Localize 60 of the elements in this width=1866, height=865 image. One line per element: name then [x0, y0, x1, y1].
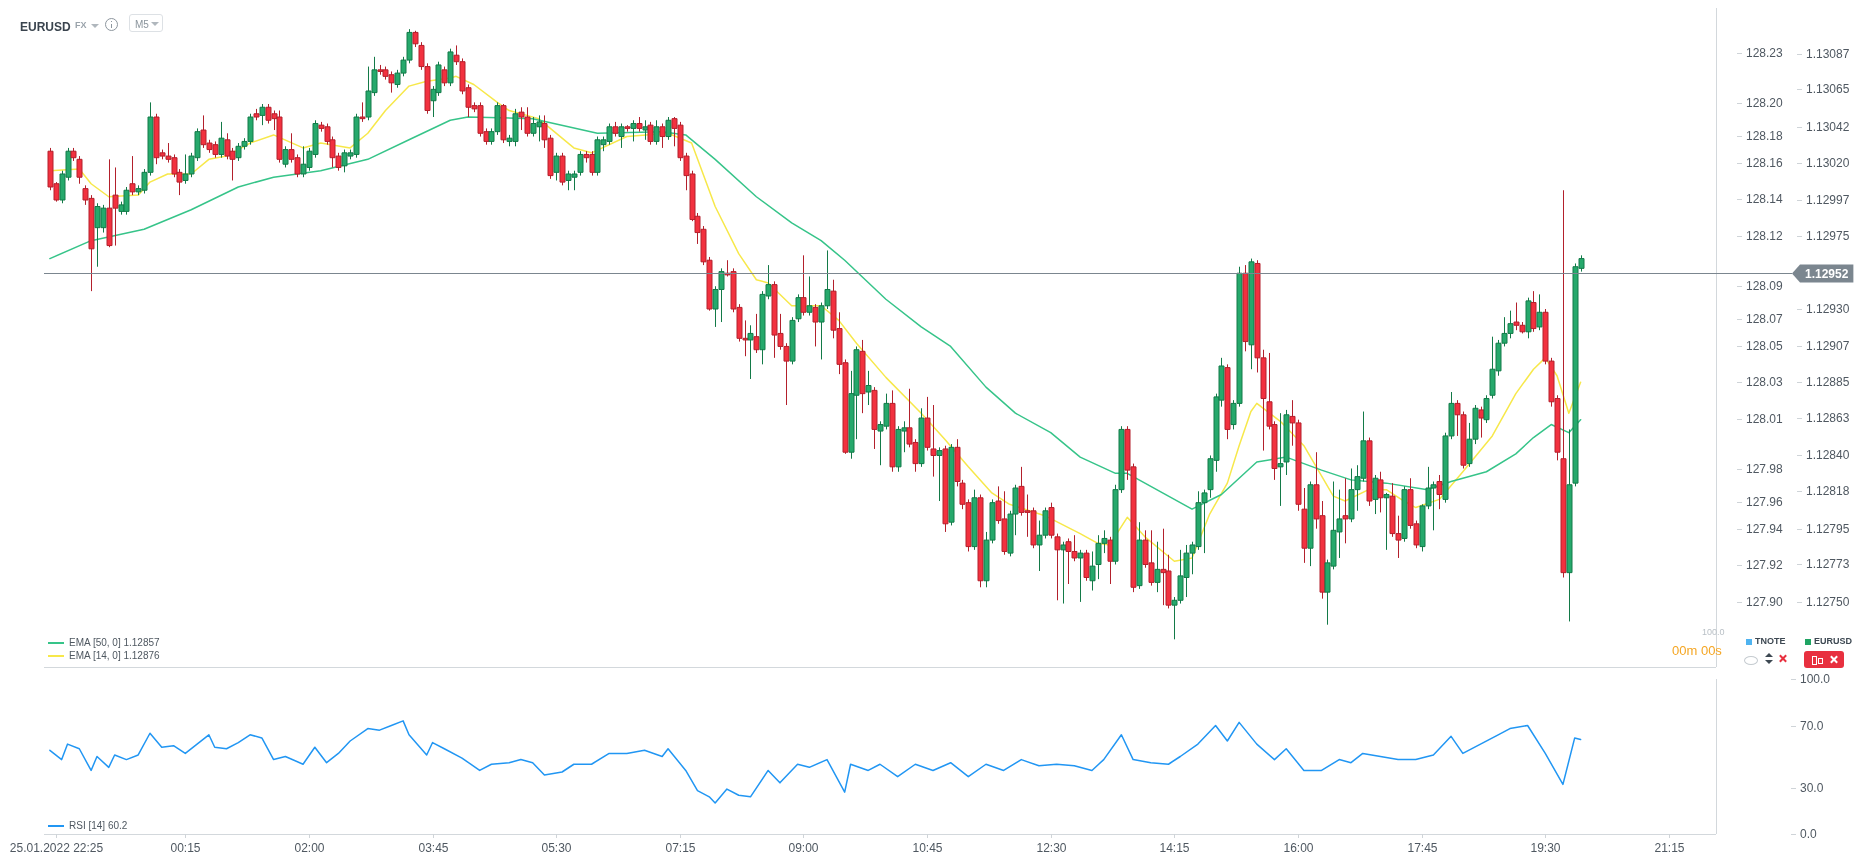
legend-label: EMA [50, 0] 1.12857 [69, 636, 160, 649]
y2-tick-label: 127.96 [1746, 494, 1784, 509]
y-tick-label: 1.13065 [1806, 81, 1850, 96]
x-tick-label: 12:30 [1036, 841, 1067, 856]
annotation: M5 [135, 19, 149, 30]
y2-tick-label: 128.09 [1746, 278, 1784, 293]
y2-tick-label: 128.23 [1746, 45, 1784, 60]
y2-tick-label: 127.98 [1746, 461, 1784, 476]
x-tick-label: 10:45 [912, 841, 943, 856]
y2-tick-label: 127.94 [1746, 521, 1784, 536]
y2-tick-label: 128.18 [1746, 128, 1784, 143]
y-tick-label: 1.12773 [1806, 556, 1850, 571]
text: EURUSD [1814, 636, 1853, 647]
y2-tick-label: 128.14 [1746, 191, 1784, 206]
annotation: FX [75, 20, 87, 31]
y2-tick-label: 128.16 [1746, 155, 1784, 170]
y-tick-label: 1.12863 [1806, 410, 1850, 425]
text: TNOTE [1755, 636, 1786, 647]
y2-tick-label: 128.07 [1746, 311, 1784, 326]
y2-tick-label: 127.90 [1746, 594, 1784, 609]
legend-label: RSI [14] 60.2 [69, 819, 128, 832]
x-tick-label: 25.01.2022 22:25 [9, 841, 104, 856]
y2-tick-label: 127.92 [1746, 557, 1784, 572]
ref-line-label: 1.12952 [1805, 266, 1849, 281]
y-tick-label: 0.0 [1800, 826, 1818, 841]
x-tick-label: 14:15 [1159, 841, 1190, 856]
x-tick-label: 16:00 [1283, 841, 1314, 856]
annotation: 00m 00s [1672, 643, 1722, 659]
y-tick-label: 1.12795 [1806, 521, 1850, 536]
y-tick-label: 70.0 [1800, 718, 1824, 733]
y-tick-label: 1.13020 [1806, 155, 1850, 170]
y2-tick-label: 128.20 [1746, 95, 1784, 110]
y2-tick-label: 128.03 [1746, 374, 1784, 389]
y-tick-label: 1.12975 [1806, 228, 1850, 243]
x-tick-label: 21:15 [1654, 841, 1685, 856]
x-tick-label: 07:15 [665, 841, 696, 856]
y-tick-label: 100.0 [1800, 671, 1831, 686]
legend-label: EMA [14, 0] 1.12876 [69, 649, 160, 662]
text: EURUSD [20, 20, 71, 34]
x-tick-label: 03:45 [418, 841, 449, 856]
annotation: 100.0 [1702, 627, 1725, 638]
x-tick-label: 00:15 [170, 841, 201, 856]
y-tick-label: 1.12840 [1806, 447, 1850, 462]
x-tick-label: 05:30 [541, 841, 572, 856]
y-tick-label: 1.13087 [1806, 46, 1850, 61]
y-tick-label: 30.0 [1800, 780, 1824, 795]
y-tick-label: 1.12907 [1806, 338, 1850, 353]
y-tick-label: 1.12885 [1806, 374, 1850, 389]
y-tick-label: 1.12750 [1806, 594, 1850, 609]
y2-tick-label: 128.01 [1746, 411, 1784, 426]
x-tick-label: 02:00 [294, 841, 325, 856]
x-tick-label: 17:45 [1407, 841, 1438, 856]
y-tick-label: 1.12930 [1806, 301, 1850, 316]
y2-tick-label: 128.12 [1746, 228, 1784, 243]
y-tick-label: 1.13042 [1806, 119, 1850, 134]
x-tick-label: 19:30 [1530, 841, 1561, 856]
y2-tick-label: 128.05 [1746, 338, 1784, 353]
x-tick-label: 09:00 [788, 841, 819, 856]
y-tick-label: 1.12818 [1806, 483, 1850, 498]
y-tick-label: 1.12997 [1806, 192, 1850, 207]
